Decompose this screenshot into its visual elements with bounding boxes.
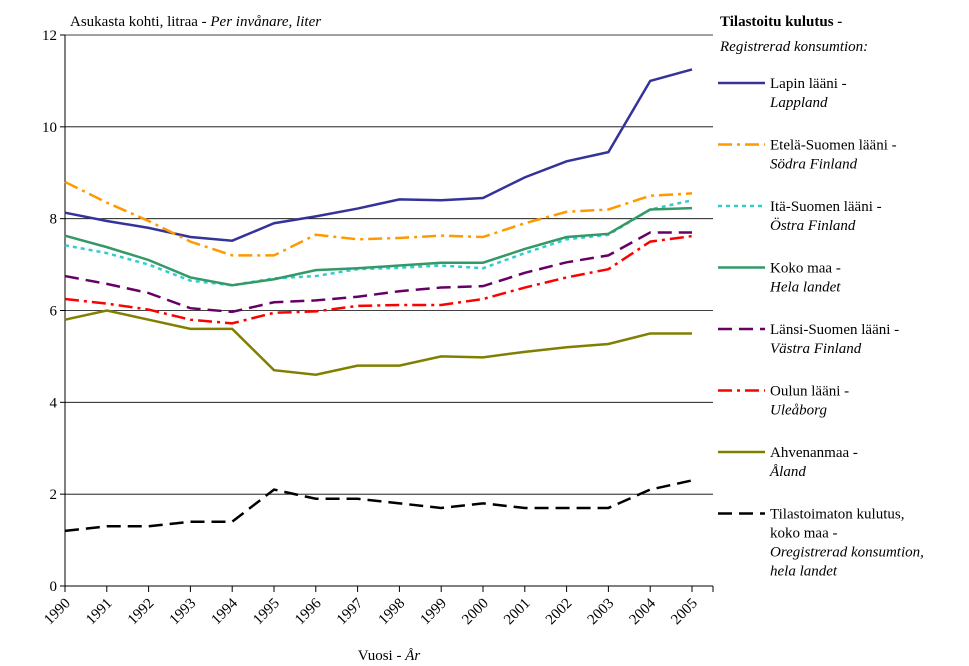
legend-label: Etelä-Suomen lääni - <box>770 138 897 154</box>
y-tick-label: 6 <box>50 304 58 320</box>
legend-label-sv: hela landet <box>770 564 838 580</box>
x-axis-label: Vuosi - År <box>358 648 421 664</box>
series-line <box>64 231 692 314</box>
series-line <box>64 180 693 257</box>
series-line <box>64 206 693 287</box>
y-tick-label: 0 <box>50 579 58 595</box>
y-tick-label: 10 <box>42 120 57 136</box>
x-label-sv: År <box>404 648 420 664</box>
series-line <box>64 309 692 377</box>
x-tick-label: 2003 <box>585 596 618 629</box>
x-tick-label: 2001 <box>501 596 534 629</box>
legend-label: koko maa - <box>770 526 837 542</box>
series-line <box>64 199 693 287</box>
legend-label: Itä-Suomen lääni - <box>770 199 882 215</box>
series-line <box>64 234 693 325</box>
legend-label-sv: Östra Finland <box>770 217 856 234</box>
y-label-sv: Per invånare, liter <box>209 14 321 30</box>
x-tick-label: 1990 <box>41 596 74 629</box>
legend-label-sv: Uleåborg <box>770 403 827 419</box>
legend-label: Oulun lääni - <box>770 384 849 400</box>
y-tick-label: 4 <box>50 395 58 411</box>
x-tick-label: 2004 <box>627 595 660 628</box>
y-axis-label: Asukasta kohti, litraa - Per invånare, l… <box>70 14 321 30</box>
y-label-fi: Asukasta kohti, litraa - <box>70 14 207 30</box>
x-tick-label: 2002 <box>543 596 576 629</box>
legend-label: Tilastoimaton kulutus, <box>770 507 904 523</box>
legend-label-sv: Åland <box>769 464 806 480</box>
legend-label: Koko maa - <box>770 261 841 277</box>
x-tick-label: 1995 <box>250 596 283 629</box>
legend-label: Ahvenanmaa - <box>770 445 858 461</box>
x-tick-label: 2005 <box>668 596 701 629</box>
legend-label-sv: Oregistrerad konsumtion, <box>770 545 924 561</box>
x-label-fi: Vuosi - <box>358 648 402 664</box>
legend-label: Länsi-Suomen lääni - <box>770 322 899 338</box>
x-tick-label: 1992 <box>125 596 158 629</box>
legend-label-sv: Hela landet <box>769 280 841 296</box>
y-tick-label: 8 <box>50 212 58 228</box>
series-line <box>64 479 693 533</box>
x-tick-label: 1996 <box>292 595 325 628</box>
legend-subtitle: Registrerad konsumtion: <box>719 39 868 55</box>
y-tick-label: 2 <box>50 487 58 503</box>
x-tick-label: 1999 <box>418 596 451 629</box>
y-tick-label: 12 <box>42 28 57 44</box>
x-tick-label: 1997 <box>334 595 367 628</box>
legend-label: Lapin lääni - <box>770 76 847 92</box>
legend-title: Tilastoitu kulutus - <box>720 14 842 30</box>
x-tick-label: 1998 <box>376 596 409 629</box>
x-tick-label: 2000 <box>459 596 492 629</box>
x-tick-label: 1994 <box>209 595 242 628</box>
x-tick-label: 1993 <box>167 596 200 629</box>
legend-label-sv: Västra Finland <box>770 341 862 357</box>
series-line <box>64 68 693 242</box>
legend-label-sv: Södra Finland <box>770 157 858 173</box>
x-tick-label: 1991 <box>83 596 116 629</box>
legend-label-sv: Lappland <box>769 95 828 111</box>
